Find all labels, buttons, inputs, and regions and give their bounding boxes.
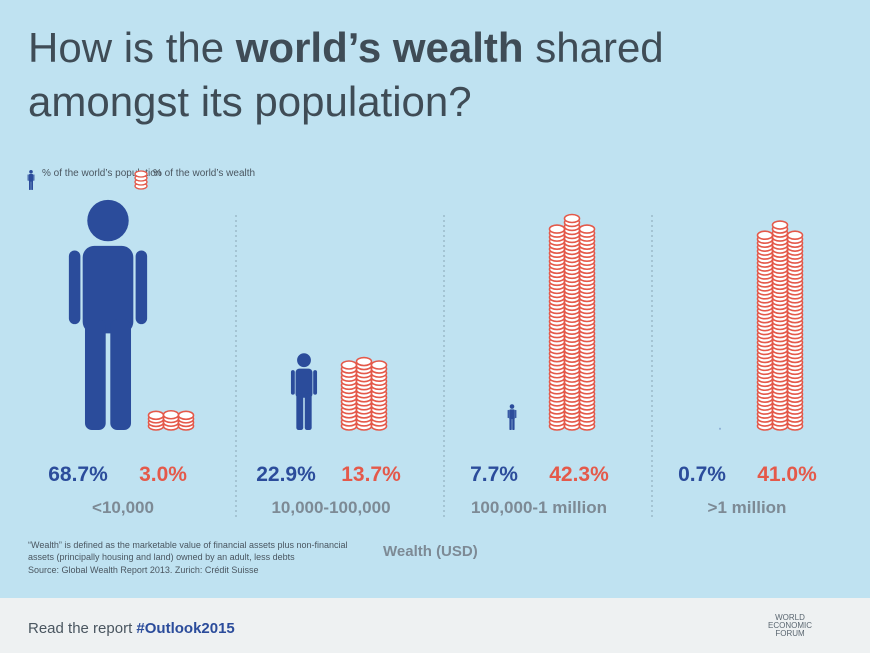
category-label: <10,000 xyxy=(92,498,154,517)
coin-stack xyxy=(548,213,596,431)
person-body xyxy=(28,174,34,182)
logo: WORLD ECONOMIC FORUM xyxy=(768,613,812,638)
logo-text: ECONOMIC xyxy=(768,621,812,630)
coin xyxy=(771,220,789,230)
value-label: 22.9% xyxy=(256,463,316,486)
person-arm xyxy=(290,370,295,395)
person-leg xyxy=(296,393,304,430)
coin xyxy=(147,410,165,421)
footer-text: Read the report xyxy=(28,620,136,637)
person-icon xyxy=(507,404,517,430)
value-label: 7.7% xyxy=(470,463,518,486)
value-label: 68.7% xyxy=(48,463,108,486)
note: assets (principally housing and land) ow… xyxy=(28,552,295,562)
person-leg xyxy=(31,180,33,190)
chart-title: amongst its population? xyxy=(28,78,472,125)
coin xyxy=(355,356,373,367)
person-head xyxy=(297,353,311,368)
person-body xyxy=(719,428,721,430)
legend-label: % of the world’s wealth xyxy=(153,168,255,179)
legend-coins xyxy=(134,170,148,190)
coin-stack xyxy=(147,409,195,431)
title-part: How is the xyxy=(28,24,236,71)
footer-link[interactable]: #Outlook2015 xyxy=(136,620,234,637)
footer-text: Read the report #Outlook2015 xyxy=(28,620,235,637)
category-label: 100,000-1 million xyxy=(471,498,607,517)
person-body xyxy=(82,245,134,334)
person-arm xyxy=(33,174,35,181)
person-body xyxy=(509,409,515,420)
x-axis-label: Wealth (USD) xyxy=(383,543,478,560)
person-icon xyxy=(290,353,318,430)
value-label: 0.7% xyxy=(678,463,726,486)
person-head xyxy=(509,404,515,409)
chart-title: How is the world’s wealth shared xyxy=(28,24,664,71)
coin xyxy=(548,224,566,234)
value-label: 3.0% xyxy=(139,463,187,486)
title-part: shared xyxy=(524,24,664,71)
value-label: 41.0% xyxy=(757,463,817,486)
person-icon xyxy=(719,427,721,430)
person-leg xyxy=(29,180,31,190)
note: Source: Global Wealth Report 2013. Zuric… xyxy=(28,565,258,575)
legend-person xyxy=(27,170,35,190)
person-arm xyxy=(135,250,148,325)
person-leg xyxy=(84,319,106,430)
person-arm xyxy=(68,250,81,325)
coin-stack xyxy=(340,356,388,431)
coin xyxy=(177,410,195,421)
coin xyxy=(563,213,581,224)
coin xyxy=(370,360,388,370)
person-leg xyxy=(304,393,312,430)
person-arm xyxy=(313,370,318,395)
person-head xyxy=(29,170,33,174)
coin xyxy=(340,360,358,370)
person-icon xyxy=(68,199,148,430)
title-bold: world’s wealth xyxy=(235,24,524,71)
legend-label: % of the world’s population xyxy=(42,168,161,179)
person-head xyxy=(87,199,129,242)
value-label: 13.7% xyxy=(341,463,401,486)
person-leg xyxy=(512,417,515,430)
person-arm xyxy=(27,174,29,181)
coin-stack xyxy=(756,220,804,431)
category-label: >1 million xyxy=(708,498,787,517)
coin xyxy=(786,230,804,241)
note: “Wealth” is defined as the marketable va… xyxy=(28,540,348,550)
person-arm xyxy=(507,409,509,419)
person-arm xyxy=(515,409,517,419)
logo-text: FORUM xyxy=(775,629,805,638)
coin xyxy=(578,224,596,234)
value-label: 42.3% xyxy=(549,463,609,486)
category-label: 10,000-100,000 xyxy=(271,498,390,517)
person-leg xyxy=(110,319,132,430)
footer-band xyxy=(0,598,870,653)
coin xyxy=(162,409,180,420)
coin xyxy=(134,170,148,178)
person-body xyxy=(295,368,313,398)
logo-text: WORLD xyxy=(775,613,805,622)
legend: % of the world’s population% of the worl… xyxy=(27,168,255,190)
coin xyxy=(756,230,774,241)
person-leg xyxy=(509,417,512,430)
